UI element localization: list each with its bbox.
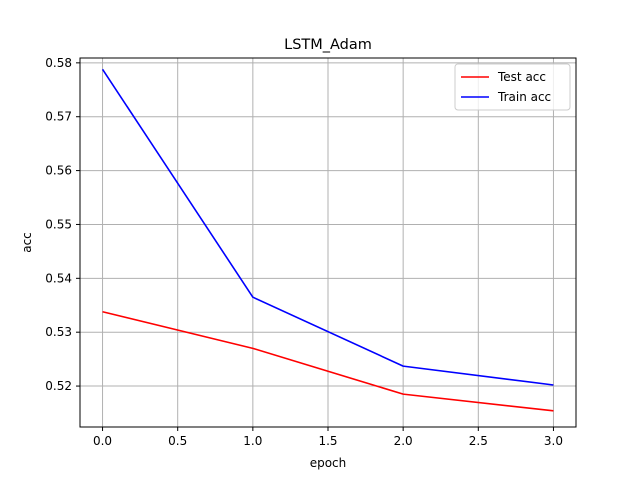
legend-label: Train acc	[497, 90, 551, 104]
grid-lines	[80, 58, 576, 427]
x-axis-label: epoch	[310, 456, 347, 470]
series-line	[101, 68, 554, 386]
chart-title: LSTM_Adam	[284, 37, 372, 53]
x-tick-label: 2.5	[469, 434, 488, 448]
series-lines	[101, 68, 554, 412]
series-line	[102, 310, 554, 412]
y-tick-label: 0.57	[45, 110, 72, 124]
axis-ticks: 0.0 0.5 1.0 1.5 2.0 2.5 3.0 0.52 0.53 0.54 0.55 0.5…	[45, 56, 563, 448]
x-tick-label: 3.0	[544, 434, 563, 448]
y-tick-label: 0.58	[45, 56, 72, 70]
legend-frame	[454, 63, 571, 111]
x-tick-label: 0.0	[93, 434, 112, 448]
y-tick-label: 0.53	[45, 325, 72, 339]
y-tick-label: 0.54	[45, 271, 72, 285]
x-tick-label: 1.0	[243, 434, 262, 448]
y-axis-label: acc	[20, 232, 34, 253]
x-tick-label: 2.0	[394, 434, 413, 448]
x-tick-label: 0.5	[168, 434, 187, 448]
legend-label: Test acc	[497, 70, 546, 84]
y-tick-label: 0.56	[45, 164, 72, 178]
y-tick-label: 0.55	[45, 217, 72, 231]
x-tick-label: 1.5	[318, 434, 337, 448]
legend: Test acc Train acc	[454, 63, 571, 111]
y-tick-label: 0.52	[45, 379, 72, 393]
